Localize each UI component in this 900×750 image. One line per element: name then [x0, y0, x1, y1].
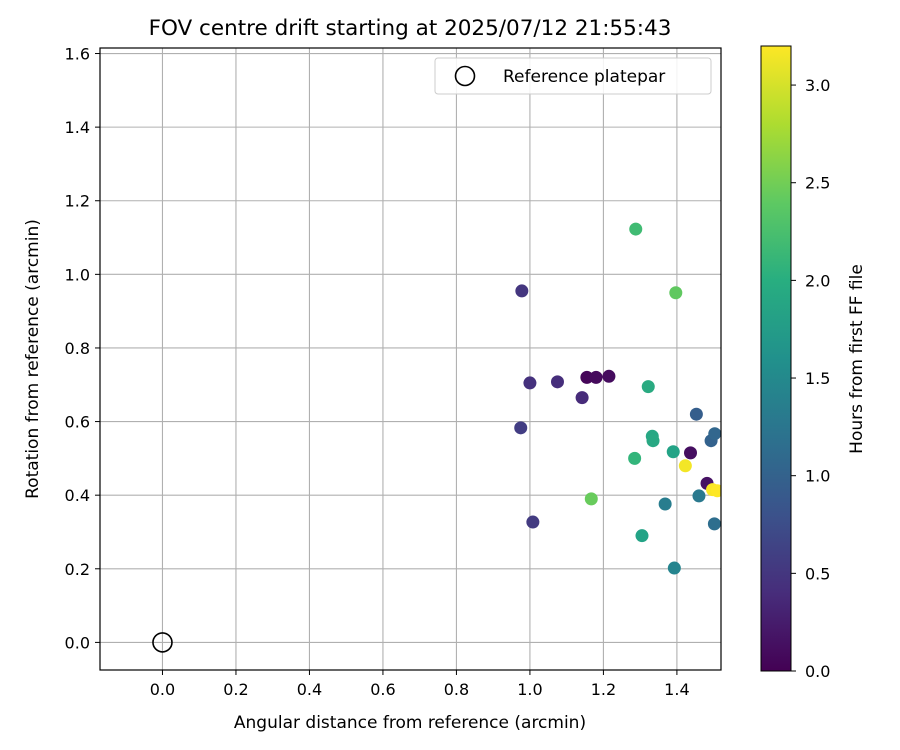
x-tick-label: 0.4 — [297, 680, 322, 699]
colorbar-tick-label: 3.0 — [805, 76, 830, 95]
y-axis-label: Rotation from reference (arcmin) — [23, 219, 43, 499]
x-tick-label: 0.8 — [444, 680, 469, 699]
y-tick-label: 0.8 — [65, 339, 90, 358]
colorbar-tick-label: 1.0 — [805, 467, 830, 486]
y-tick-label: 1.2 — [65, 192, 90, 211]
data-point — [669, 286, 683, 300]
data-point — [708, 427, 721, 441]
data-point — [666, 445, 680, 459]
data-point — [580, 370, 594, 384]
data-point — [526, 515, 540, 529]
data-point — [550, 375, 564, 389]
data-point — [646, 434, 660, 448]
legend-label: Reference platepar — [503, 67, 665, 87]
data-point — [707, 517, 721, 531]
grid-lines — [100, 48, 721, 670]
x-tick-label: 1.0 — [517, 680, 542, 699]
y-axis-ticks: 0.0 0.2 0.4 0.6 0.8 1.0 1.2 1.4 1.6 — [65, 45, 100, 652]
x-tick-label: 0.0 — [150, 680, 175, 699]
x-tick-label: 0.6 — [370, 680, 395, 699]
y-tick-label: 0.6 — [65, 413, 90, 432]
plot-frame — [99, 47, 722, 671]
data-point — [692, 489, 706, 503]
colorbar-gradient — [760, 45, 792, 672]
x-tick-label: 1.4 — [664, 680, 689, 699]
legend-box — [434, 57, 712, 95]
data-point — [589, 370, 603, 384]
data-point — [584, 492, 598, 506]
data-point — [628, 451, 642, 465]
data-point — [641, 380, 655, 394]
data-point — [689, 407, 703, 421]
data-point — [629, 222, 643, 236]
y-tick-label: 1.4 — [65, 118, 90, 137]
y-tick-label: 0.2 — [65, 560, 90, 579]
colorbar-tick-label: 1.5 — [805, 369, 830, 388]
colorbar-tick-label: 2.5 — [805, 174, 830, 193]
colorbar-tick-label: 0.0 — [805, 662, 830, 681]
data-point — [602, 369, 616, 383]
data-point — [515, 284, 529, 298]
chart-title: FOV centre drift starting at 2025/07/12 … — [149, 16, 672, 41]
colorbar-ticks: 0.0 0.5 1.0 1.5 2.0 2.5 3.0 — [791, 76, 830, 681]
y-tick-label: 1.0 — [65, 265, 90, 284]
data-point — [658, 497, 672, 511]
colorbar-tick-label: 0.5 — [805, 564, 830, 583]
data-point — [514, 421, 528, 435]
x-axis-label: Angular distance from reference (arcmin) — [234, 713, 586, 733]
data-point — [678, 459, 692, 473]
data-point — [523, 376, 537, 390]
colorbar-tick-label: 2.0 — [805, 271, 830, 290]
data-point — [684, 446, 698, 460]
data-points — [514, 222, 721, 575]
reference-platepar-marker — [152, 632, 173, 653]
data-point — [667, 561, 681, 575]
x-tick-label: 0.2 — [223, 680, 248, 699]
data-point — [710, 484, 721, 498]
y-tick-label: 1.6 — [65, 45, 90, 64]
legend-marker-icon — [454, 65, 476, 87]
colorbar-label: Hours from first FF file — [847, 264, 867, 454]
data-point — [575, 391, 589, 405]
x-tick-label: 1.2 — [591, 680, 616, 699]
y-tick-label: 0.4 — [65, 486, 90, 505]
data-point — [635, 529, 649, 543]
colorbar: 0.0 0.5 1.0 1.5 2.0 2.5 3.0 Hours from first F… — [760, 45, 867, 681]
legend: Reference platepar — [434, 57, 712, 95]
x-axis-ticks: 0.0 0.2 0.4 0.6 0.8 1.0 1.2 1.4 — [150, 670, 690, 699]
y-tick-label: 0.0 — [65, 633, 90, 652]
